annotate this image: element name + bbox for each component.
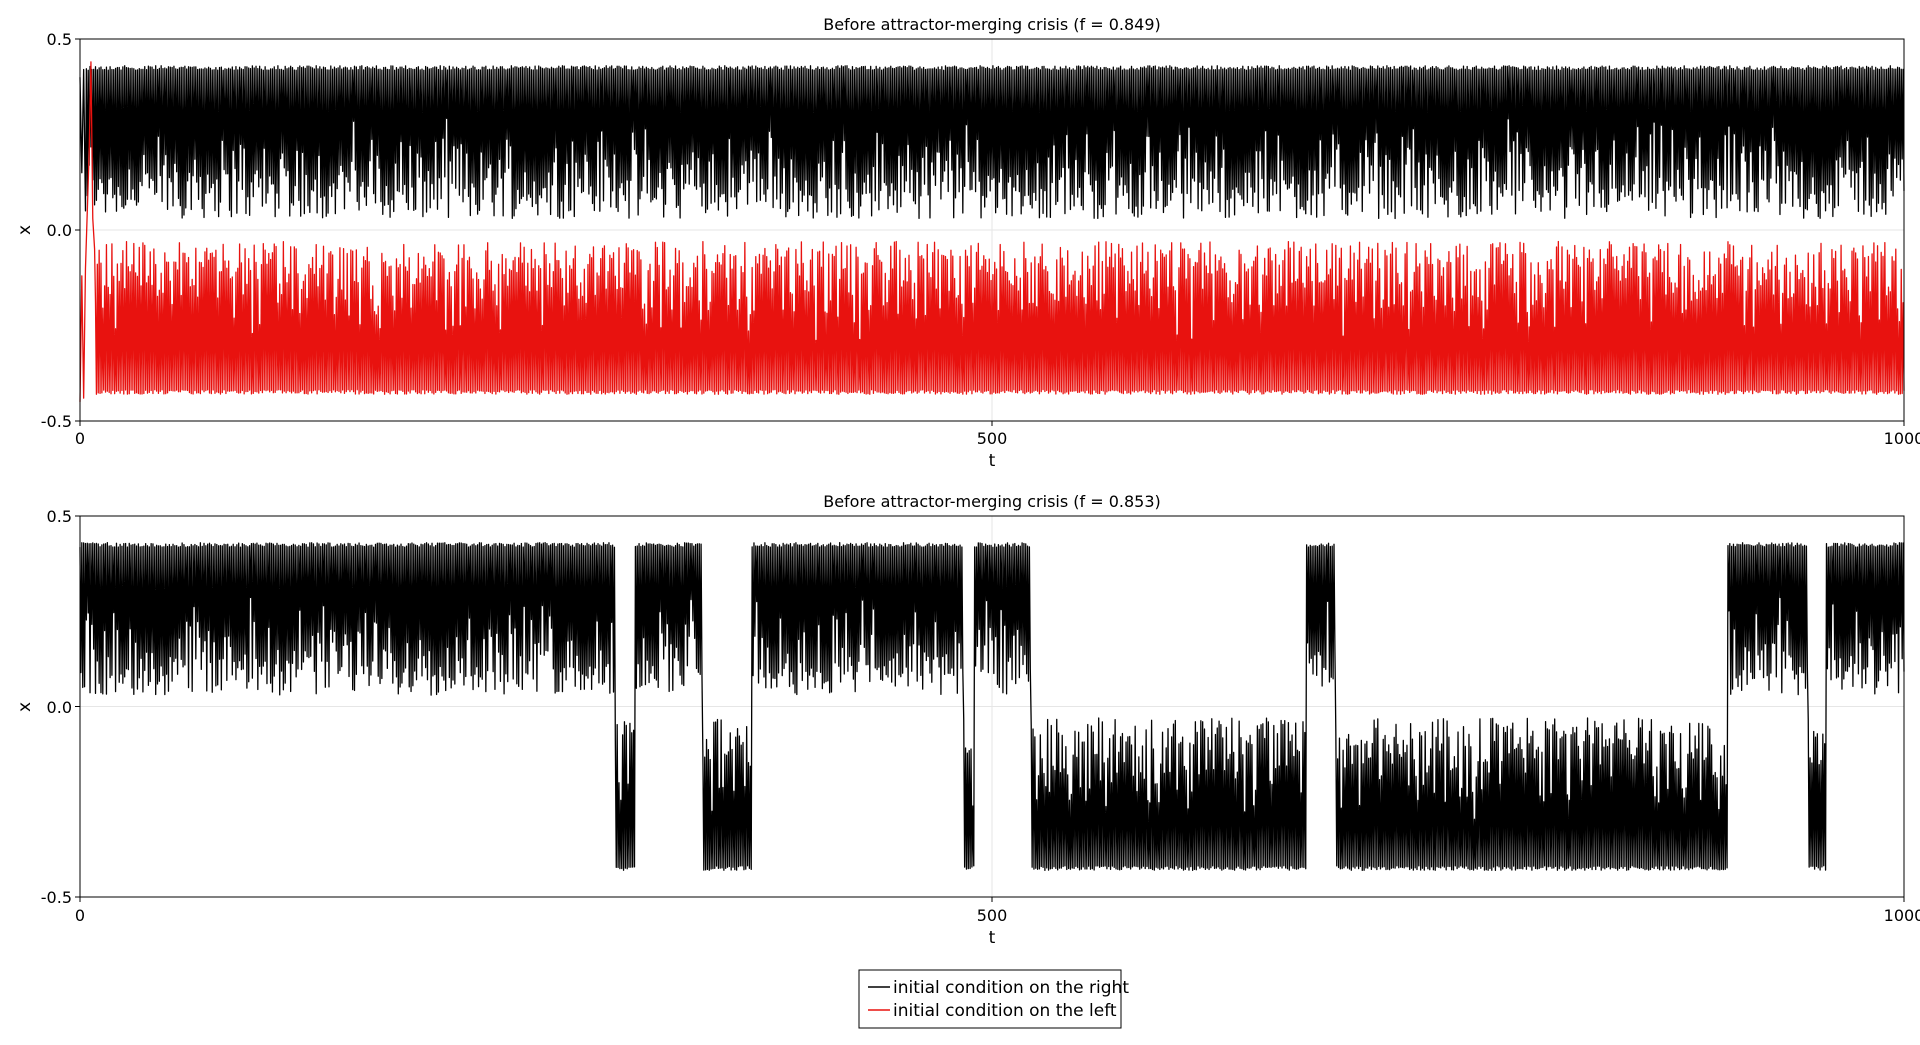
series-layer — [79, 61, 1905, 402]
legend-label-right: initial condition on the right — [893, 978, 1129, 998]
y-tick-label: 0.0 — [47, 221, 72, 240]
series-line-right — [79, 542, 1905, 871]
legend-label-left: initial condition on the left — [893, 1001, 1117, 1021]
x-tick-label: 1000 — [1884, 429, 1920, 448]
y-tick-label: -0.5 — [41, 412, 72, 431]
y-axis-label: x — [15, 702, 35, 712]
x-tick-label: 1000 — [1884, 906, 1920, 925]
series-line-right — [79, 65, 1905, 220]
series-line-left — [79, 61, 1905, 402]
y-tick-label: -0.5 — [41, 888, 72, 907]
series-layer — [79, 542, 1905, 871]
chart-title: Before attractor-merging crisis (f = 0.8… — [823, 15, 1161, 34]
legend-frame — [858, 969, 1122, 1029]
chart-title: Before attractor-merging crisis (f = 0.8… — [823, 492, 1161, 511]
y-tick-label: 0.5 — [47, 507, 72, 526]
x-tick-label: 500 — [977, 906, 1008, 925]
x-tick-label: 0 — [75, 906, 85, 925]
legend: initial condition on the right initial c… — [858, 969, 1129, 1029]
x-axis-label: t — [989, 451, 996, 471]
y-axis-label: x — [15, 225, 35, 235]
y-tick-label: 0.0 — [47, 698, 72, 717]
x-tick-label: 0 — [75, 429, 85, 448]
panel-bottom: Before attractor-merging crisis (f = 0.8… — [15, 492, 1920, 948]
x-tick-label: 500 — [977, 429, 1008, 448]
y-tick-label: 0.5 — [47, 30, 72, 49]
panel-top: Before attractor-merging crisis (f = 0.8… — [15, 15, 1920, 471]
x-axis-label: t — [989, 928, 996, 948]
